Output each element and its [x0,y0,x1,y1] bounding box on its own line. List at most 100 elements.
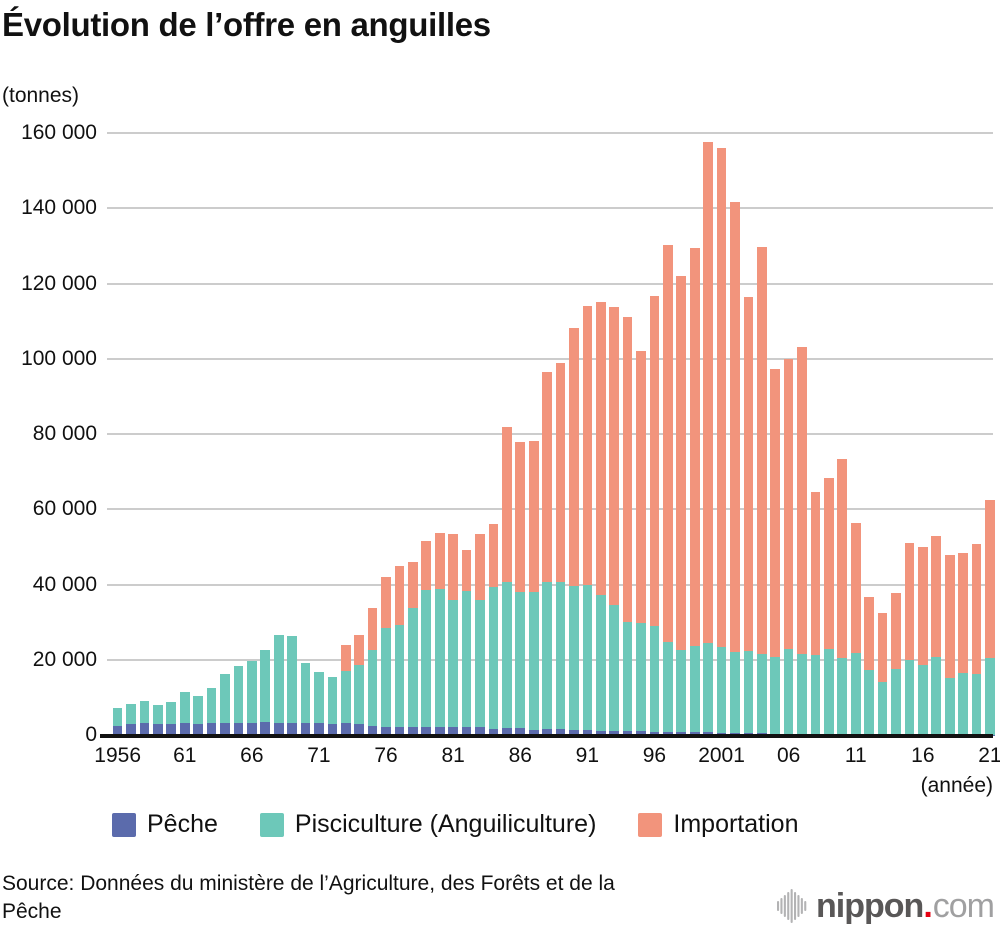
bar-segment [381,576,391,629]
bar-segment [824,477,834,650]
bar-segment [582,584,593,731]
legend-item: Importation [638,810,798,839]
bar-segment [515,728,526,735]
bar-1978 [408,561,418,735]
legend-item: Pisciculture (Anguiliculture) [259,810,597,839]
x-tick-label-1966: 66 [240,744,264,767]
bar-segment [206,688,217,724]
bar-segment [421,590,432,728]
bar-segment [555,729,566,735]
bar-segment [153,724,163,735]
bar-segment [569,586,579,731]
legend-label: Pisciculture (Anguiliculture) [294,810,597,838]
bar-segment [730,651,740,733]
bar-segment [394,566,405,626]
bar-segment [528,592,539,731]
bar-segment [756,246,767,655]
x-tick-label-2016: 16 [911,744,935,767]
x-tick-label-1961: 61 [173,744,197,767]
bar-1979 [421,540,432,735]
bar-segment [461,549,472,591]
bar-segment [636,623,646,732]
bar-segment [716,646,727,733]
y-tick-label: 140 000 [21,196,97,220]
bar-segment [770,369,781,657]
bar-2015 [904,542,915,735]
bar-segment [689,645,700,733]
bar-segment [488,729,499,735]
bar-segment [555,581,566,730]
bar-segment [663,731,673,735]
bar-segment [408,727,418,735]
bar-1984 [488,523,499,735]
bar-segment [649,296,660,626]
bar-segment [971,544,982,675]
x-tick-label-2011: 11 [844,744,867,767]
bar-segment [126,703,136,725]
bar-segment [327,724,338,735]
bar-1973 [340,645,351,735]
bar-segment [944,678,955,735]
bar-segment [756,654,767,734]
bar-segment [569,327,579,587]
bar-1961 [179,692,190,735]
bar-segment [179,692,190,723]
bar-segment [193,695,203,725]
bar-segment [166,724,177,735]
bar-segment [193,724,203,735]
x-tick-label-1971: 71 [307,744,331,767]
bar-segment [528,441,539,593]
bar-segment [515,442,526,593]
bar-1994 [622,316,633,735]
bar-segment [206,723,217,735]
y-axis-labels: 0 20 000 40 000 60 000 80 000 100 000 120 000 1… [0,121,97,746]
bar-1980 [434,533,445,735]
bar-segment [810,654,821,734]
bar-segment [273,634,284,723]
logo-dot: . [923,886,933,925]
bar-segment [582,730,593,735]
bar-segment [649,625,660,732]
bar-segment [354,665,365,725]
bar-1977 [394,566,405,735]
bar-segment [139,701,150,724]
bar-1988 [542,372,552,735]
bar-2001 [716,147,727,735]
bar-segment [314,723,324,735]
bar-segment [327,677,338,725]
bar-segment [958,673,968,735]
bar-1987 [528,441,539,735]
bar-segment [595,302,606,596]
bar-segment [716,147,727,647]
bar-segment [367,649,378,726]
bar-segment [179,722,190,735]
bar-segment [542,729,552,735]
bar-segment [944,555,955,679]
bar-segment [434,727,445,735]
bar-segment [931,656,942,735]
y-tick-label: 20 000 [32,647,97,671]
bar-segment [797,654,807,734]
bar-segment [126,724,136,735]
bar-segment [300,722,311,735]
bar-1998 [676,275,687,735]
bar-segment [528,730,539,735]
bar-1970 [300,662,311,735]
bar-1971 [314,672,324,735]
legend-label: Pêche [147,810,218,838]
bar-2010 [837,459,848,735]
bar-2004 [756,246,767,735]
bar-segment [501,581,512,729]
soundwave-icon [777,889,807,923]
bar-segment [247,723,257,735]
bar-segment [904,542,915,661]
bar-1981 [448,534,458,735]
bar-1962 [193,695,203,735]
x-tick-label-1991: 91 [575,744,600,767]
gridline [107,357,993,360]
bar-segment [609,306,620,605]
bar-1985 [501,426,512,735]
bar-segment [233,723,244,735]
bar-2017 [931,535,942,735]
bar-segment [703,732,713,735]
